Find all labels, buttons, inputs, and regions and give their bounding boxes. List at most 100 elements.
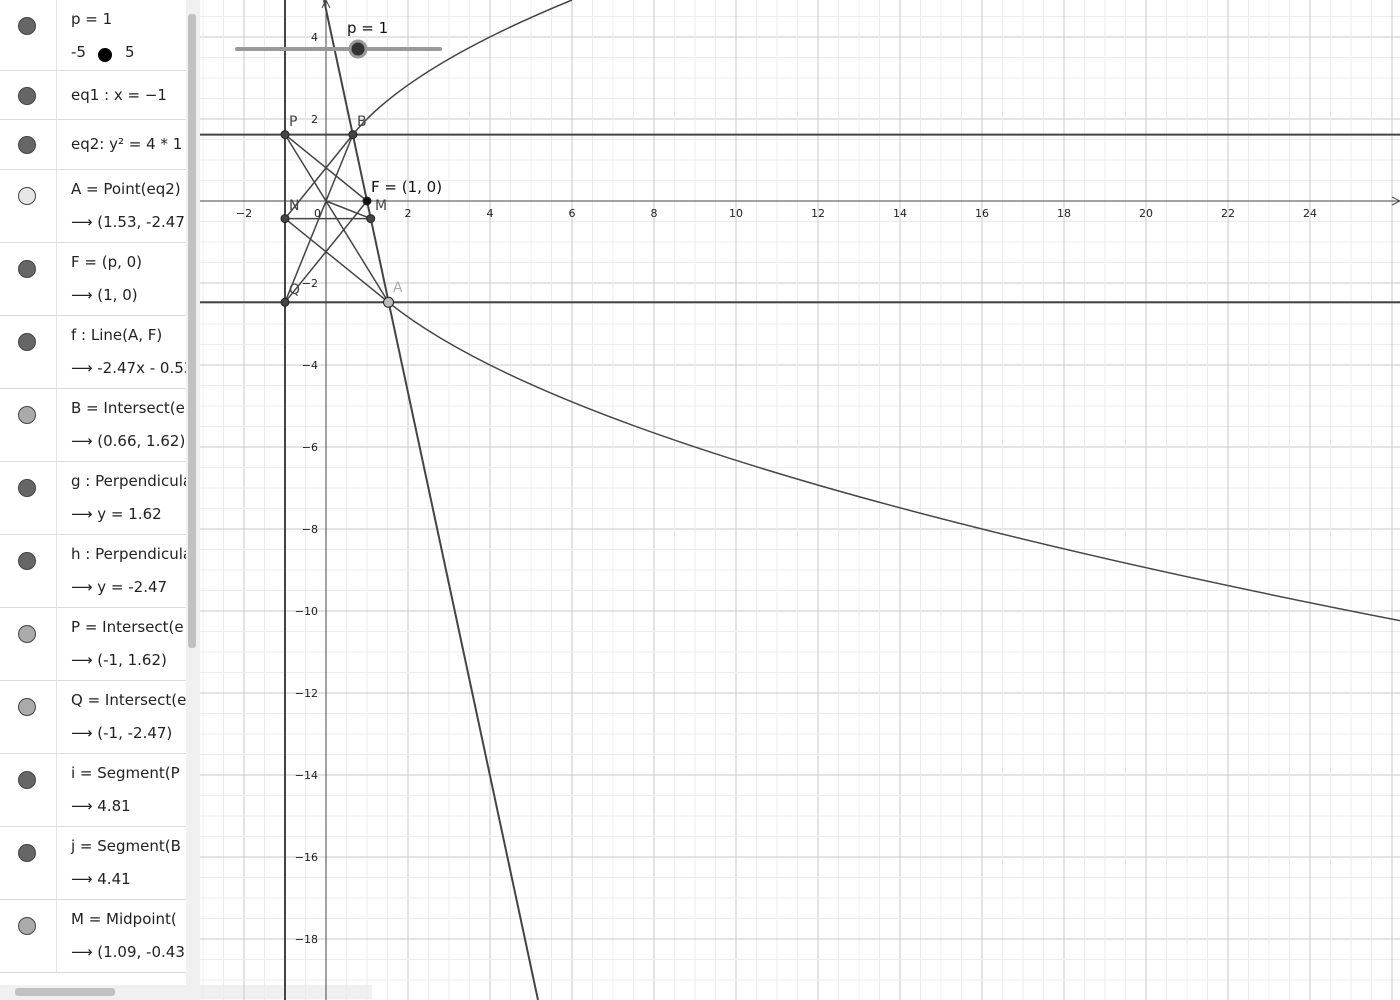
visibility-toggle[interactable] xyxy=(18,333,36,351)
y-tick-label: 4 xyxy=(311,31,318,44)
y-tick-label: −8 xyxy=(302,523,318,536)
row-content: Q = Intersect(e ⟶ (-1, -2.47) xyxy=(56,681,187,753)
value: ⟶ (1.09, -0.43) xyxy=(71,943,187,961)
value: ⟶ (-1, 1.62) xyxy=(71,651,167,669)
parabola xyxy=(352,0,573,136)
x-tick-label: 8 xyxy=(651,207,658,220)
value: ⟶ (-1, -2.47) xyxy=(71,724,173,742)
algebra-row: j = Segment(B ⟶ 4.41 xyxy=(0,827,186,900)
x-tick-label: 20 xyxy=(1139,207,1153,220)
row-content: eq2: y² = 4 * 1 x xyxy=(56,120,187,169)
x-tick-label: 16 xyxy=(975,207,989,220)
row-content: f : Line(A, F) ⟶ -2.47x - 0.53y xyxy=(56,316,186,388)
visibility-toggle[interactable] xyxy=(18,917,36,935)
value: ⟶ 4.81 xyxy=(71,797,131,815)
slider-knob[interactable] xyxy=(348,39,368,59)
visibility-toggle[interactable] xyxy=(18,406,36,424)
definition: h : Perpendicula xyxy=(71,545,187,563)
line-f xyxy=(323,0,539,1000)
row-content: B = Intersect(e ⟶ (0.66, 1.62) xyxy=(56,389,186,461)
scrollbar[interactable] xyxy=(186,0,372,1000)
algebra-row: F = (p, 0) ⟶ (1, 0) xyxy=(0,243,186,316)
definition: p = 1 xyxy=(71,10,113,28)
point-label: A xyxy=(393,280,403,296)
algebra-row: A = Point(eq2) ⟶ (1.53, -2.47) xyxy=(0,170,186,243)
visibility-toggle[interactable] xyxy=(18,844,36,862)
definition: Q = Intersect(e xyxy=(71,691,187,709)
point[interactable] xyxy=(280,130,290,140)
value: ⟶ y = -2.47 xyxy=(71,578,168,596)
value: ⟶ y = 1.62 xyxy=(71,505,162,523)
value: ⟶ (1, 0) xyxy=(71,286,138,304)
row-content: p = 1 -5 5 xyxy=(56,0,186,70)
point-label: P xyxy=(289,114,297,130)
y-arrow xyxy=(321,0,331,9)
scroll-thumb[interactable] xyxy=(188,14,196,648)
y-tick-label: −4 xyxy=(302,359,318,372)
y-tick-label: −6 xyxy=(302,441,318,454)
point[interactable] xyxy=(366,214,376,224)
h-scroll-thumb[interactable] xyxy=(15,988,115,996)
point[interactable] xyxy=(362,196,372,206)
definition: B = Intersect(e xyxy=(71,399,185,417)
definition: j = Segment(B xyxy=(71,837,181,855)
y-tick-label: −16 xyxy=(295,851,318,864)
y-tick-label: −10 xyxy=(295,605,318,618)
x-tick-label: 2 xyxy=(405,207,412,220)
graphics-view: p = 1 0 −2 2 4 6 8 10 12 14 16 18 20 22 2442−2−4−6−8… xyxy=(200,0,1400,1000)
algebra-row: P = Intersect(e ⟶ (-1, 1.62) xyxy=(0,608,186,681)
algebra-row: p = 1 -5 5 xyxy=(0,0,186,71)
row-content: h : Perpendicula ⟶ y = -2.47 xyxy=(56,535,187,607)
visibility-toggle[interactable] xyxy=(18,479,36,497)
algebra-row: Q = Intersect(e ⟶ (-1, -2.47) xyxy=(0,681,186,754)
slider-min: -5 xyxy=(71,43,86,61)
y-tick-label: −18 xyxy=(295,933,318,946)
y-tick-label: −2 xyxy=(302,277,318,290)
algebra-row: h : Perpendicula ⟶ y = -2.47 xyxy=(0,535,186,608)
algebra-row: eq2: y² = 4 * 1 x xyxy=(0,120,186,170)
visibility-toggle[interactable] xyxy=(18,552,36,570)
value: ⟶ -2.47x - 0.53y xyxy=(71,359,186,377)
x-tick-label: 18 xyxy=(1057,207,1071,220)
definition: M = Midpoint( xyxy=(71,910,177,928)
slider-max: 5 xyxy=(125,43,135,61)
row-content: M = Midpoint( ⟶ (1.09, -0.43) xyxy=(56,900,187,972)
segment xyxy=(325,200,371,220)
visibility-toggle[interactable] xyxy=(18,260,36,278)
algebra-row: f : Line(A, F) ⟶ -2.47x - 0.53y xyxy=(0,316,186,389)
visibility-toggle[interactable] xyxy=(18,187,36,205)
row-content: g : Perpendicula ⟶ y = 1.62 xyxy=(56,462,186,534)
definition: F = (p, 0) xyxy=(71,253,143,271)
segment xyxy=(284,218,389,303)
algebra-panel: p = 1 -5 5 eq1 : x = −1 eq2: y² = 4 * 1 x A =… xyxy=(0,0,187,1000)
point[interactable] xyxy=(348,130,358,140)
parabola xyxy=(388,301,1400,622)
row-content: eq1 : x = −1 xyxy=(56,71,186,119)
visibility-toggle[interactable] xyxy=(18,86,36,105)
row-content: i = Segment(P ⟶ 4.81 xyxy=(56,754,186,826)
point[interactable] xyxy=(383,296,394,308)
point[interactable] xyxy=(280,297,290,307)
slider-label: p = 1 xyxy=(347,19,388,37)
visibility-toggle[interactable] xyxy=(18,771,36,789)
visibility-toggle[interactable] xyxy=(18,625,36,643)
origin-label: 0 xyxy=(314,207,321,220)
x-arrow xyxy=(1391,196,1400,206)
x-tick-label: 12 xyxy=(811,207,825,220)
algebra-row: M = Midpoint( ⟶ (1.09, -0.43) xyxy=(0,900,186,973)
construction xyxy=(200,0,1400,1000)
definition: eq2: y² = 4 * 1 x xyxy=(71,135,187,153)
definition: P = Intersect(e xyxy=(71,618,184,636)
y-tick-label: 2 xyxy=(311,113,318,126)
x-tick-label: 22 xyxy=(1221,207,1235,220)
definition: eq1 : x = −1 xyxy=(71,85,167,104)
point-label: M xyxy=(375,198,387,214)
point[interactable] xyxy=(280,214,290,224)
visibility-toggle[interactable] xyxy=(18,17,36,35)
h-scrollbar[interactable] xyxy=(0,985,186,1000)
y-tick-label: −12 xyxy=(295,687,318,700)
point-label: Q xyxy=(289,282,300,298)
visibility-toggle[interactable] xyxy=(18,136,36,154)
visibility-toggle[interactable] xyxy=(18,698,36,716)
x-tick-label: 10 xyxy=(729,207,743,220)
